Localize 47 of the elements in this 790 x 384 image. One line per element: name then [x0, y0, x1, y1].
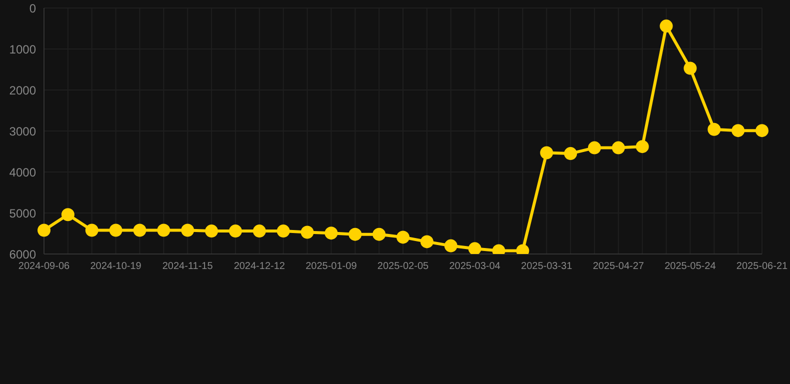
point	[252, 224, 266, 238]
point	[348, 228, 362, 241]
x-tick-label: 2024-11-15	[162, 261, 214, 272]
point	[372, 228, 386, 241]
y-tick-label: 3000	[9, 124, 36, 138]
x-tick-label: 2025-03-31	[521, 261, 573, 272]
point	[636, 140, 649, 154]
point	[588, 141, 601, 154]
point	[612, 141, 625, 154]
point	[756, 124, 768, 138]
point	[684, 62, 697, 75]
point	[109, 224, 122, 237]
point	[660, 20, 673, 33]
point	[732, 124, 745, 138]
point	[181, 224, 194, 237]
x-tick-label: 2025-01-09	[306, 261, 358, 272]
point	[540, 146, 554, 160]
x-tick-label: 2025-02-05	[377, 261, 430, 272]
point	[300, 226, 314, 239]
point	[564, 147, 578, 160]
x-tick-label: 2025-05-24	[664, 261, 716, 272]
point	[444, 239, 458, 252]
y-tick-label: 2000	[9, 83, 36, 98]
y-tick-label: 0	[29, 1, 36, 16]
point	[324, 226, 338, 240]
x-tick-label: 2025-06-21	[736, 261, 788, 272]
point	[205, 224, 218, 238]
point	[468, 242, 482, 254]
x-tick-label: 2024-12-12	[234, 261, 286, 272]
x-tick-label: 2025-03-04	[449, 261, 501, 272]
point	[420, 235, 434, 248]
point	[61, 208, 74, 222]
y-tick-label: 1000	[9, 42, 36, 56]
x-tick-label: 2024-10-19	[90, 261, 142, 272]
point	[276, 224, 290, 238]
point	[396, 230, 410, 244]
x-tick-label: 2024-09-06	[18, 261, 70, 272]
x-tick-label: 2025-04-27	[592, 261, 644, 272]
y-tick-label: 4000	[9, 165, 36, 180]
point	[133, 224, 146, 237]
point	[157, 224, 170, 237]
y-tick-label: 6000	[9, 247, 36, 262]
point	[708, 122, 721, 136]
y-tick-label: 5000	[9, 206, 36, 220]
point	[38, 224, 50, 237]
point	[228, 224, 242, 238]
point	[85, 224, 98, 237]
